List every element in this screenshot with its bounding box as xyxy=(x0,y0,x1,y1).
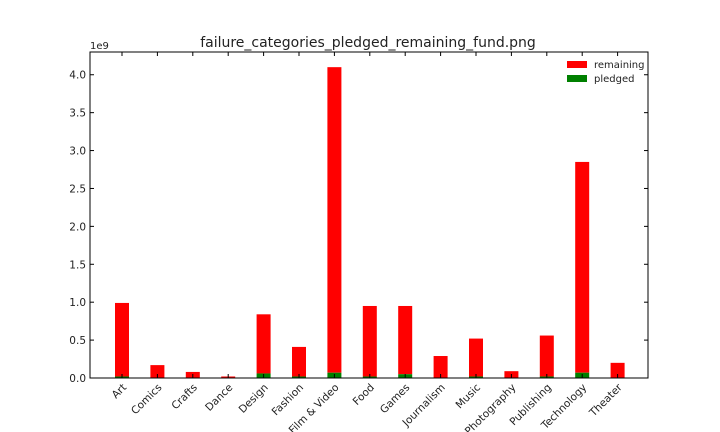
bar-remaining-0 xyxy=(115,302,129,377)
y-tick-label: 2.5 xyxy=(69,183,86,195)
y-tick-label: 3.0 xyxy=(69,146,86,158)
bar-remaining-4 xyxy=(256,314,271,374)
bar-remaining-13 xyxy=(575,161,590,373)
legend-label-pledged: pledged xyxy=(594,74,634,85)
x-tick-label: Music xyxy=(454,381,484,411)
y-axis: 0.0 0.5 1.0 1.5 2.0 2.5 3.0 3.5 4.0 xyxy=(69,70,648,385)
plot-frame xyxy=(89,51,649,379)
x-tick-label: Design xyxy=(237,382,271,416)
y-tick-label: 4.0 xyxy=(69,70,86,82)
legend: remaining pledged xyxy=(567,60,645,85)
y-tick-label: 1.5 xyxy=(69,259,86,271)
legend-swatch-pledged xyxy=(567,75,587,82)
x-tick-label: Comics xyxy=(129,382,164,417)
y-tick-label: 3.5 xyxy=(69,108,86,120)
bar-remaining-9 xyxy=(433,356,448,378)
y-tick-label: 0.0 xyxy=(69,373,86,385)
y-tick-label: 1.0 xyxy=(69,297,86,309)
bar-remaining-12 xyxy=(539,335,554,377)
x-tick-label: Dance xyxy=(203,382,235,414)
bar-remaining-6 xyxy=(327,67,342,373)
legend-label-remaining: remaining xyxy=(594,60,645,71)
legend-swatch-remaining xyxy=(567,61,587,68)
x-tick-label: Food xyxy=(351,382,377,408)
x-tick-label: Games xyxy=(378,382,412,416)
bar-remaining-10 xyxy=(469,338,483,377)
bar-remaining-1 xyxy=(150,365,165,378)
y-tick-label: 0.5 xyxy=(69,335,86,347)
chart-title: failure_categories_pledged_remaining_fun… xyxy=(200,35,536,51)
bar-remaining-5 xyxy=(292,346,306,377)
bars-group xyxy=(115,67,625,378)
bar-remaining-14 xyxy=(610,362,625,378)
x-tick-label: Crafts xyxy=(169,382,200,413)
y-offset-label: 1e9 xyxy=(90,41,109,52)
x-tick-label: Theater xyxy=(587,381,626,420)
bar-remaining-8 xyxy=(398,305,413,375)
y-tick-label: 2.0 xyxy=(69,221,86,233)
x-tick-label: Art xyxy=(110,382,130,402)
bar-remaining-7 xyxy=(362,305,377,377)
